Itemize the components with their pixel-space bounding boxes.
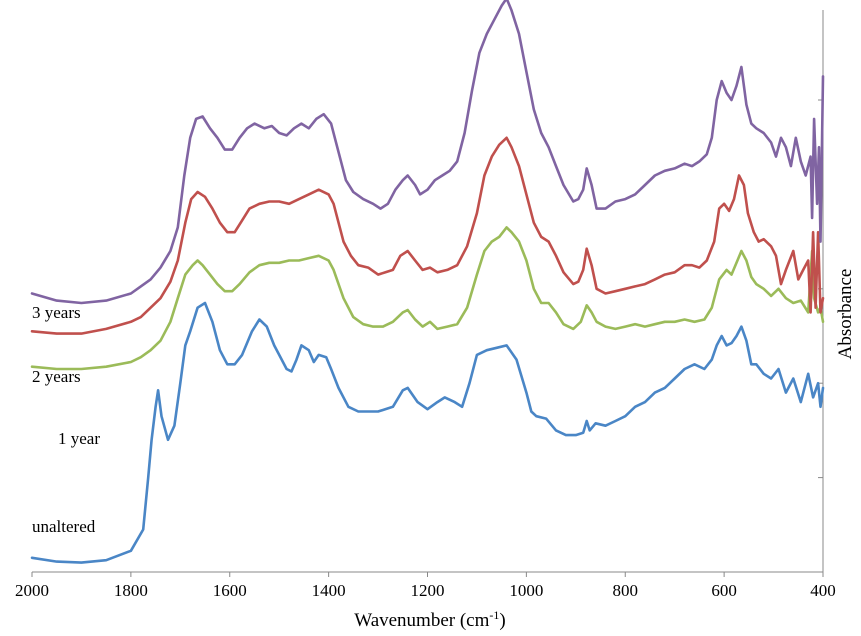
series-label-3-years: 3 years [32, 303, 81, 322]
series-group [30, 0, 825, 564]
x-tick-label: 2000 [15, 581, 49, 600]
x-tick-label: 400 [810, 581, 836, 600]
series-line-2-years [30, 136, 825, 335]
x-tick-label: 800 [613, 581, 639, 600]
x-axis-title: Wavenumber (cm-1) [354, 608, 505, 631]
x-tick-label: 1400 [312, 581, 346, 600]
labels-group: 3 years 2 years 1 year unaltered [32, 303, 100, 536]
series-line-3-years [30, 0, 825, 305]
x-tick-label: 1800 [114, 581, 148, 600]
x-tick-label: 600 [711, 581, 737, 600]
x-axis-title-close: ) [499, 610, 505, 631]
series-label-1-year: 1 year [58, 429, 100, 448]
x-axis-title-sup: -1 [489, 608, 499, 622]
x-tick-label: 1200 [411, 581, 445, 600]
x-tick-label: 1600 [213, 581, 247, 600]
series-label-unaltered: unaltered [32, 517, 96, 536]
series-label-2-years: 2 years [32, 367, 81, 386]
axes: 2000 1800 1600 1400 1200 1000 800 600 400 [15, 10, 836, 600]
y-axis-title: Absorbance [835, 269, 856, 360]
x-tick-label: 1000 [509, 581, 543, 600]
x-axis-title-main: Wavenumber (cm [354, 610, 489, 631]
series-line-unaltered [30, 301, 825, 564]
series-line-1-year [30, 226, 825, 371]
